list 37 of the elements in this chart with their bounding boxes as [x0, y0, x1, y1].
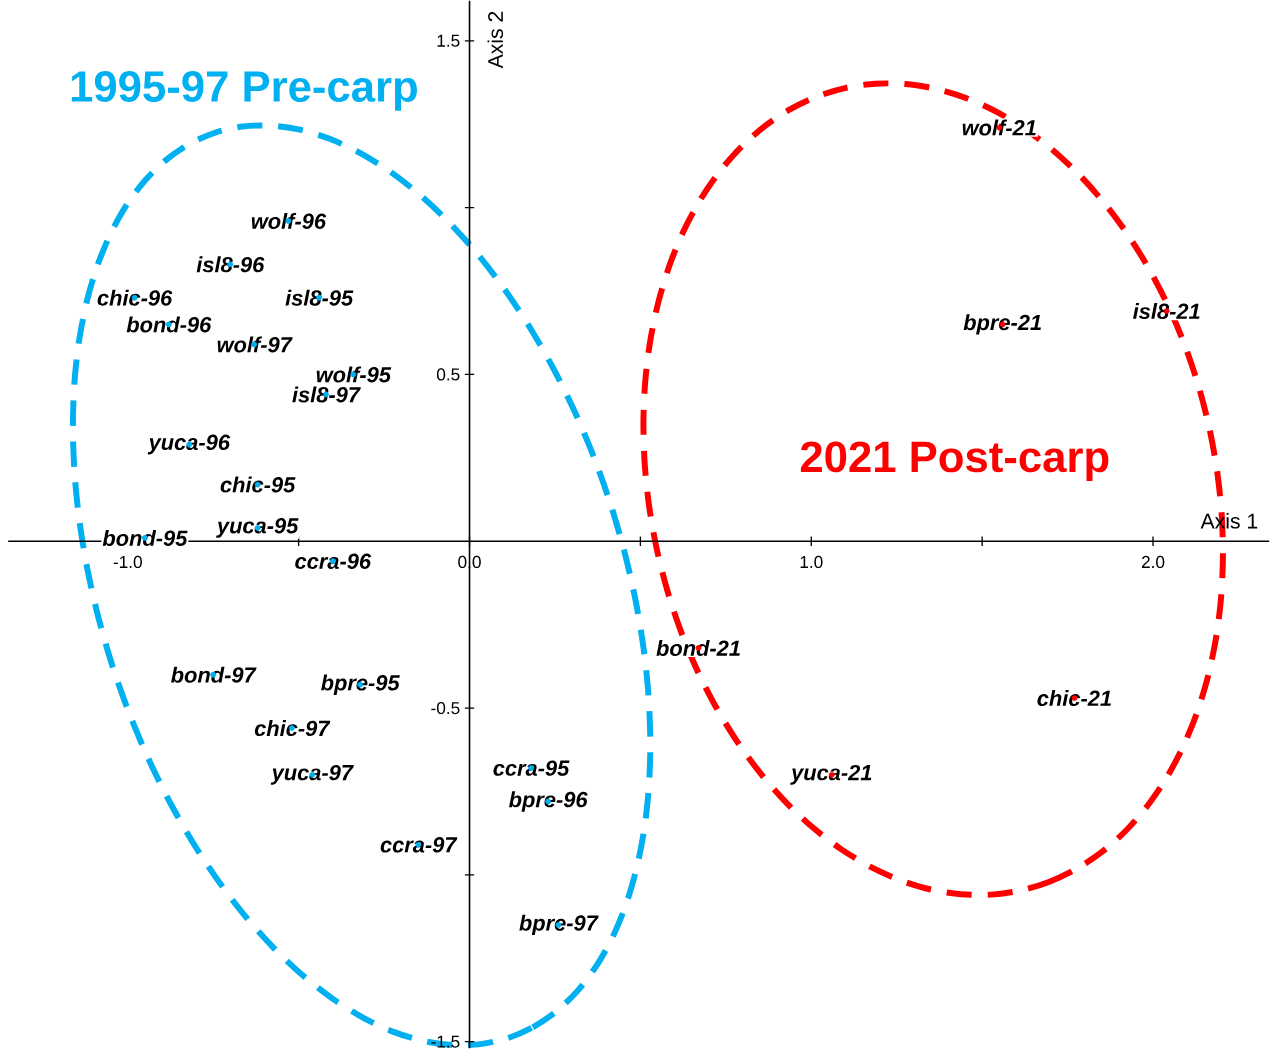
data-label: bpre-21	[963, 314, 1041, 335]
text: 2021 Post-carp	[800, 441, 1109, 481]
data-label: bond-97	[171, 666, 257, 683]
x-tick-label: 2.0	[1141, 555, 1165, 568]
data-label: wolf-96	[251, 212, 327, 229]
data-label: chic-97	[254, 720, 331, 737]
data-label: ccra-96	[295, 553, 372, 569]
y-axis-title: Axis 2	[487, 11, 504, 69]
data-label: isl8-96	[196, 256, 265, 273]
y-tick-label: -0.5	[431, 701, 460, 715]
y-tick-label: -1.5	[431, 1035, 460, 1048]
x-tick-label: 1.0	[800, 555, 823, 568]
data-label: chic-95	[220, 476, 296, 493]
data-label: bpre-96	[509, 791, 588, 812]
data-label: yuca-95	[216, 517, 299, 538]
data-label: bpre-97	[519, 914, 599, 936]
data-label: yuca-21	[790, 764, 872, 785]
data-label: isl8-97	[292, 386, 361, 403]
data-label: wolf-97	[217, 336, 293, 353]
data-label: chic-96	[97, 289, 173, 306]
y-tick-label: 1.5	[437, 34, 460, 47]
data-label: ccra-95	[493, 760, 570, 776]
data-label: yuca-97	[270, 764, 354, 785]
text: 1995-97 Pre-carp	[71, 71, 417, 111]
y-tick-label: 0.5	[436, 368, 460, 381]
data-label: bpre-95	[321, 674, 400, 695]
data-label: isl8-21	[1133, 302, 1200, 320]
data-label: bond-21	[656, 639, 740, 656]
data-label: isl8-95	[285, 289, 354, 306]
data-label: ccra-97	[380, 837, 458, 853]
x-tick-label: -1.0	[113, 555, 142, 568]
data-label: chic-21	[1037, 690, 1111, 707]
data-label: bond-95	[102, 529, 188, 546]
data-label: wolf-21	[962, 119, 1036, 136]
data-label: bond-96	[126, 316, 212, 333]
data-label: wolf-95	[316, 366, 392, 383]
data-label: yuca-96	[147, 434, 231, 455]
